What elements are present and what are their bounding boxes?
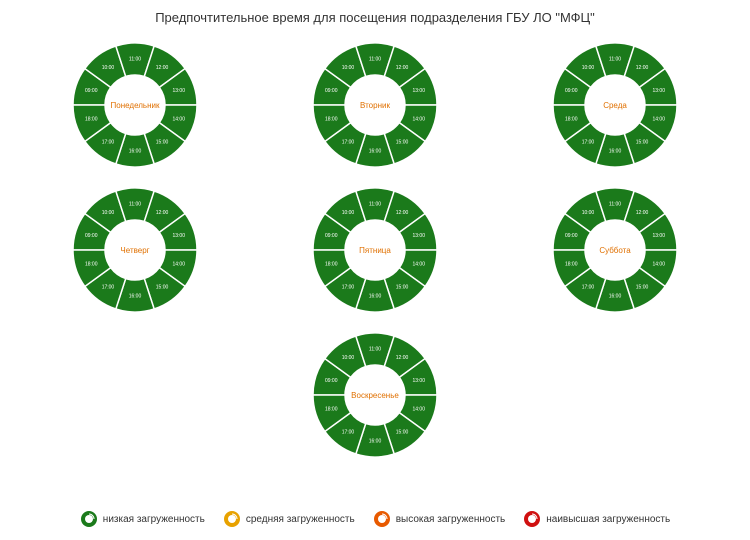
time-slot-label: 16:00 bbox=[609, 293, 622, 299]
time-slot-label: 13:00 bbox=[412, 233, 425, 239]
day-donut: 09:00 10:00 11:00 12:00 13:00 14:00 15:00 16:00… bbox=[550, 185, 680, 315]
time-slot-label: 13:00 bbox=[412, 88, 425, 94]
time-slot-label: 09:00 bbox=[325, 88, 338, 94]
legend-label: низкая загруженность bbox=[103, 514, 205, 525]
time-slot-label: 10:00 bbox=[582, 210, 595, 216]
time-slot-label: 17:00 bbox=[582, 140, 595, 146]
day-donut: 09:00 10:00 11:00 12:00 13:00 14:00 15:00 16:00… bbox=[310, 185, 440, 315]
day-donut: 09:00 10:00 11:00 12:00 13:00 14:00 15:00 16:00… bbox=[310, 40, 440, 170]
time-slot-label: 16:00 bbox=[369, 293, 382, 299]
legend-swatch-icon bbox=[80, 510, 98, 528]
time-slot-label: 14:00 bbox=[412, 262, 425, 268]
time-slot-label: 11:00 bbox=[369, 56, 381, 62]
charts-area: 09:00 10:00 11:00 12:00 13:00 14:00 15:00 16:00… bbox=[0, 30, 750, 480]
time-slot-label: 18:00 bbox=[85, 117, 98, 123]
day-donut: 09:00 10:00 11:00 12:00 13:00 14:00 15:00 16:00… bbox=[70, 40, 200, 170]
time-slot-label: 14:00 bbox=[652, 117, 665, 123]
time-slot-label: 11:00 bbox=[129, 56, 141, 62]
time-slot-label: 18:00 bbox=[85, 262, 98, 268]
legend-item: высокая загруженность bbox=[373, 510, 506, 528]
time-slot-label: 13:00 bbox=[172, 233, 185, 239]
time-slot-label: 14:00 bbox=[172, 117, 185, 123]
legend-swatch-icon bbox=[523, 510, 541, 528]
time-slot-label: 16:00 bbox=[129, 148, 142, 154]
time-slot-label: 18:00 bbox=[325, 407, 338, 413]
time-slot-label: 15:00 bbox=[636, 285, 649, 291]
time-slot-label: 12:00 bbox=[156, 65, 169, 71]
time-slot-label: 15:00 bbox=[156, 140, 169, 146]
time-slot-label: 17:00 bbox=[582, 285, 595, 291]
time-slot-label: 11:00 bbox=[369, 201, 381, 207]
time-slot-label: 16:00 bbox=[129, 293, 142, 299]
day-donut: 09:00 10:00 11:00 12:00 13:00 14:00 15:00 16:00… bbox=[70, 185, 200, 315]
time-slot-label: 12:00 bbox=[636, 210, 649, 216]
time-slot-label: 11:00 bbox=[609, 201, 621, 207]
time-slot-label: 17:00 bbox=[102, 285, 115, 291]
legend: низкая загруженность средняя загруженност… bbox=[0, 510, 750, 528]
time-slot-label: 15:00 bbox=[396, 285, 409, 291]
time-slot-label: 14:00 bbox=[412, 117, 425, 123]
day-donut: 09:00 10:00 11:00 12:00 13:00 14:00 15:00 16:00… bbox=[310, 330, 440, 460]
time-slot-label: 10:00 bbox=[342, 355, 355, 361]
page-title: Предпочтительное время для посещения под… bbox=[0, 0, 750, 30]
legend-label: средняя загруженность bbox=[246, 514, 355, 525]
time-slot-label: 12:00 bbox=[396, 65, 409, 71]
legend-label: высокая загруженность bbox=[396, 514, 506, 525]
time-slot-label: 12:00 bbox=[396, 210, 409, 216]
time-slot-label: 15:00 bbox=[396, 430, 409, 436]
legend-item: низкая загруженность bbox=[80, 510, 205, 528]
time-slot-label: 11:00 bbox=[129, 201, 141, 207]
time-slot-label: 13:00 bbox=[652, 233, 665, 239]
time-slot-label: 17:00 bbox=[102, 140, 115, 146]
day-donut: 09:00 10:00 11:00 12:00 13:00 14:00 15:00 16:00… bbox=[550, 40, 680, 170]
time-slot-label: 18:00 bbox=[565, 117, 578, 123]
time-slot-label: 10:00 bbox=[102, 210, 115, 216]
time-slot-label: 11:00 bbox=[369, 346, 381, 352]
time-slot-label: 13:00 bbox=[412, 378, 425, 384]
time-slot-label: 12:00 bbox=[396, 355, 409, 361]
legend-item: наивысшая загруженность bbox=[523, 510, 670, 528]
legend-item: средняя загруженность bbox=[223, 510, 355, 528]
legend-swatch-icon bbox=[373, 510, 391, 528]
time-slot-label: 14:00 bbox=[412, 407, 425, 413]
time-slot-label: 09:00 bbox=[565, 233, 578, 239]
time-slot-label: 15:00 bbox=[156, 285, 169, 291]
time-slot-label: 11:00 bbox=[609, 56, 621, 62]
legend-label: наивысшая загруженность bbox=[546, 514, 670, 525]
time-slot-label: 12:00 bbox=[636, 65, 649, 71]
time-slot-label: 13:00 bbox=[172, 88, 185, 94]
time-slot-label: 09:00 bbox=[325, 233, 338, 239]
time-slot-label: 09:00 bbox=[325, 378, 338, 384]
time-slot-label: 14:00 bbox=[652, 262, 665, 268]
time-slot-label: 10:00 bbox=[342, 65, 355, 71]
time-slot-label: 12:00 bbox=[156, 210, 169, 216]
time-slot-label: 18:00 bbox=[325, 262, 338, 268]
legend-swatch-icon bbox=[223, 510, 241, 528]
time-slot-label: 18:00 bbox=[565, 262, 578, 268]
time-slot-label: 09:00 bbox=[565, 88, 578, 94]
time-slot-label: 18:00 bbox=[325, 117, 338, 123]
time-slot-label: 16:00 bbox=[369, 148, 382, 154]
time-slot-label: 10:00 bbox=[102, 65, 115, 71]
time-slot-label: 15:00 bbox=[396, 140, 409, 146]
time-slot-label: 16:00 bbox=[369, 438, 382, 444]
time-slot-label: 13:00 bbox=[652, 88, 665, 94]
time-slot-label: 14:00 bbox=[172, 262, 185, 268]
time-slot-label: 09:00 bbox=[85, 88, 98, 94]
time-slot-label: 15:00 bbox=[636, 140, 649, 146]
time-slot-label: 16:00 bbox=[609, 148, 622, 154]
time-slot-label: 09:00 bbox=[85, 233, 98, 239]
time-slot-label: 10:00 bbox=[342, 210, 355, 216]
time-slot-label: 17:00 bbox=[342, 285, 355, 291]
time-slot-label: 10:00 bbox=[582, 65, 595, 71]
time-slot-label: 17:00 bbox=[342, 140, 355, 146]
time-slot-label: 17:00 bbox=[342, 430, 355, 436]
